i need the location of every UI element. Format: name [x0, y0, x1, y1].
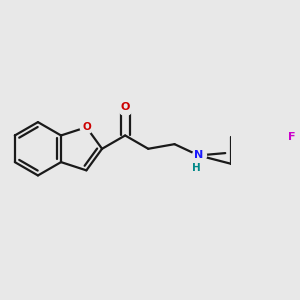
Text: O: O — [121, 102, 130, 112]
Text: O: O — [82, 122, 91, 132]
Text: N: N — [194, 150, 203, 161]
Text: H: H — [192, 163, 201, 172]
Text: F: F — [289, 132, 296, 142]
